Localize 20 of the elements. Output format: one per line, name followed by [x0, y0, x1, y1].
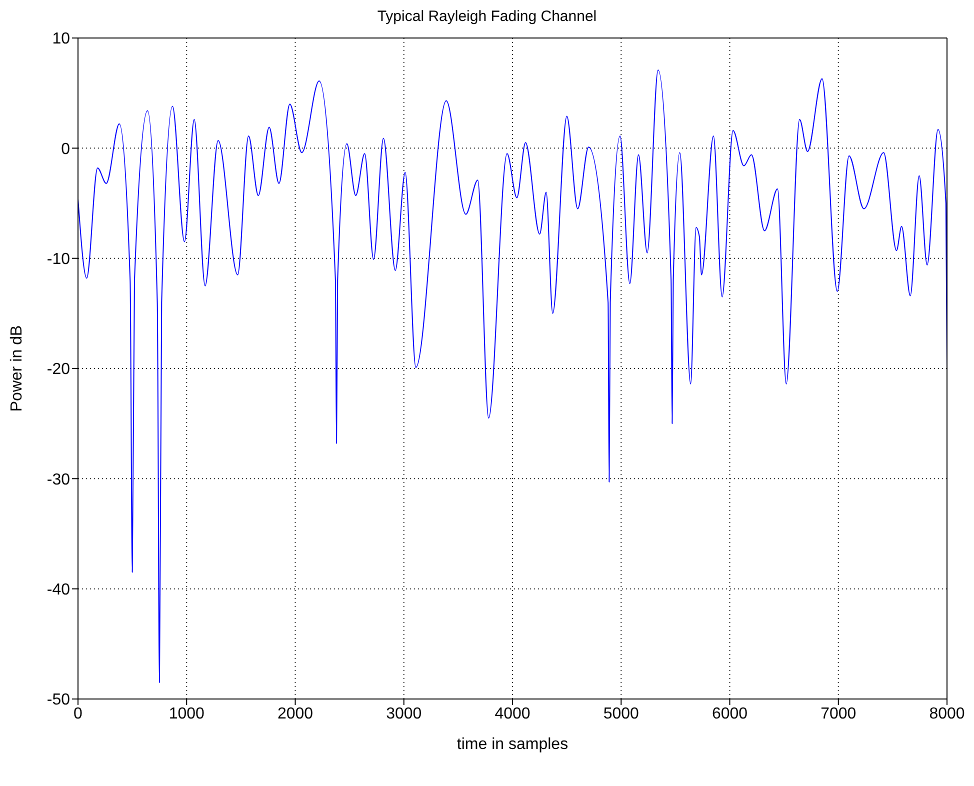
x-tick-label: 5000 — [603, 705, 640, 722]
y-tick-label: -30 — [46, 471, 70, 488]
y-tick-label: -50 — [46, 692, 70, 709]
chart-title: Typical Rayleigh Fading Channel — [376, 8, 598, 25]
x-tick-label: 2000 — [277, 705, 314, 722]
x-tick-label: 4000 — [494, 705, 530, 722]
y-tick-label: 10 — [52, 30, 70, 48]
y-tick-label: -10 — [46, 251, 70, 268]
y-tick-label: -40 — [46, 582, 70, 599]
x-tick-label: 0 — [74, 705, 83, 722]
y-tick-label: 0 — [61, 140, 70, 158]
y-axis-title: Power in dB — [8, 325, 26, 412]
x-tick-label: 1000 — [168, 705, 205, 722]
x-axis-title: time in samples — [456, 736, 568, 753]
y-tick-label: -20 — [46, 361, 70, 378]
x-tick-label: 7000 — [820, 705, 856, 722]
x-tick-label: 3000 — [386, 705, 422, 722]
x-tick-label: 8000 — [929, 705, 965, 722]
line-series — [78, 69, 947, 683]
x-tick-label: 6000 — [712, 705, 748, 722]
